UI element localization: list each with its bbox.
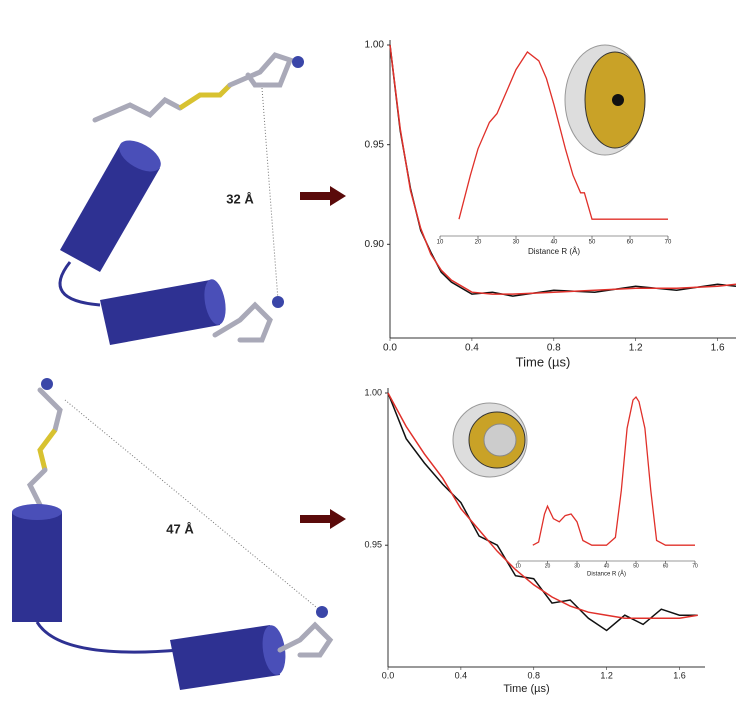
x-tick-label: 20 (475, 240, 482, 246)
data-line (388, 393, 698, 618)
y-tick-label: 0.90 (365, 239, 385, 250)
data-line (390, 45, 736, 296)
x-axis-label: Time (µs) (503, 683, 549, 695)
spin-label (280, 625, 330, 655)
spin-label (40, 390, 60, 430)
data-line (388, 393, 698, 631)
disulfide (180, 85, 230, 108)
x-tick-label: 0.0 (382, 670, 395, 680)
x-tick-label: 1.6 (711, 343, 725, 354)
y-tick-label: 1.00 (364, 387, 382, 397)
nitroxide (316, 606, 328, 618)
x-tick-label: 30 (513, 240, 520, 246)
molecule-top: 32 Å (60, 55, 304, 345)
x-axis-label: Distance R (Å) (587, 571, 626, 578)
x-tick-label: 70 (692, 563, 698, 569)
x-tick-label: 1.2 (600, 670, 613, 680)
vesicle-lumen (484, 424, 516, 456)
x-tick-label: 10 (437, 240, 444, 246)
x-tick-label: 0.4 (465, 343, 479, 354)
vesicle-icon (453, 403, 527, 477)
x-tick-label: 0.4 (455, 670, 468, 680)
helix (170, 625, 280, 690)
disulfide (40, 430, 55, 470)
x-tick-label: 40 (551, 240, 558, 246)
helix (100, 280, 220, 345)
nitroxide (292, 56, 304, 68)
linker (95, 100, 180, 120)
y-tick-label: 0.95 (364, 540, 382, 550)
micelle-center (612, 94, 624, 106)
x-tick-label: 10 (515, 563, 521, 569)
x-axis-label: Time (µs) (516, 354, 571, 369)
x-tick-label: 1.6 (673, 670, 686, 680)
molecule-bottom: 47 Å (12, 378, 330, 690)
x-tick-label: 0.8 (527, 670, 540, 680)
x-tick-label: 0.0 (383, 343, 397, 354)
x-tick-label: 50 (633, 563, 639, 569)
x-tick-label: 20 (545, 563, 551, 569)
arrow (300, 509, 346, 529)
x-tick-label: 60 (663, 563, 669, 569)
x-tick-label: 40 (604, 563, 610, 569)
arrow (300, 186, 346, 206)
spin-label (230, 55, 290, 85)
micelle-icon (565, 45, 645, 155)
page: 32 Å 47 Å 0.0 0.4 0.8 1.2 1.6 1.00 0.95 0.90 Tim… (0, 0, 736, 708)
distance-label: 47 Å (166, 521, 194, 536)
x-tick-label: 0.8 (547, 343, 561, 354)
helix (12, 512, 62, 622)
x-axis-label: Distance R (Å) (528, 247, 580, 256)
y-tick-label: 0.95 (365, 139, 385, 150)
helix-end (12, 504, 62, 520)
figure: 32 Å 47 Å 0.0 0.4 0.8 1.2 1.6 1.00 0.95 0.90 Tim… (0, 0, 736, 708)
distance-line (65, 400, 322, 612)
distance-label: 32 Å (226, 191, 254, 206)
loop (37, 622, 180, 652)
y-tick-label: 1.00 (365, 40, 385, 51)
data-line (533, 397, 695, 545)
nitroxide (41, 378, 53, 390)
x-tick-label: 1.2 (629, 343, 643, 354)
distance-line (262, 88, 278, 300)
x-tick-label: 50 (589, 240, 596, 246)
data-line (390, 45, 736, 294)
nitroxide (272, 296, 284, 308)
x-tick-label: 30 (574, 563, 580, 569)
linker (30, 470, 45, 505)
x-tick-label: 60 (627, 240, 634, 246)
x-tick-label: 70 (665, 240, 672, 246)
